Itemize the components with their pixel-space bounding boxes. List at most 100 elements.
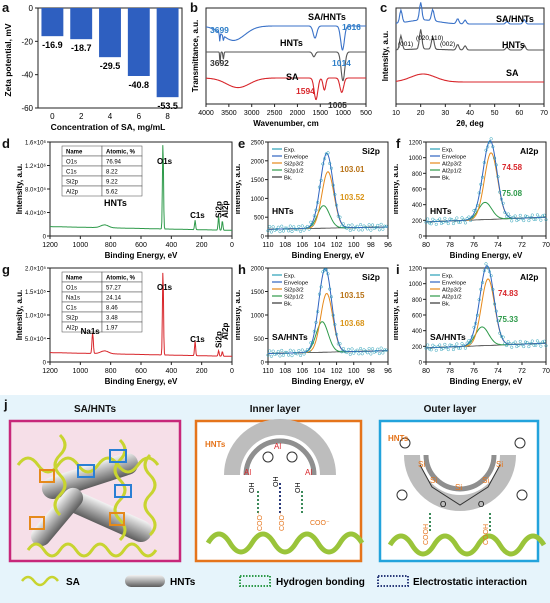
a-data-label: -18.7 (71, 43, 92, 53)
outer-layer-diagram (387, 437, 547, 557)
i-exp-point (474, 321, 478, 325)
e-exp-point (352, 227, 356, 231)
e-annotation: 103.01 (340, 165, 365, 174)
h-exp-point (331, 313, 335, 317)
g-peak-label: Na1s (81, 327, 101, 336)
i-exp-point (426, 343, 430, 347)
e-exp-point (364, 225, 368, 229)
a-xlabel: Concentration of SA, mg/mL (51, 122, 166, 132)
f-exp-point (518, 213, 522, 217)
f-exp-point (506, 212, 510, 216)
f-exp-point (505, 214, 509, 219)
g-peak-label: C1s (190, 335, 205, 344)
e-exp-point (269, 230, 273, 234)
i-exp-point (527, 345, 531, 349)
c-series-2 (395, 73, 544, 83)
f-xlabel: Binding Energy, eV (450, 251, 523, 260)
h-exp-point (299, 353, 303, 358)
h-exp-point (343, 350, 347, 354)
f-exp-point (481, 175, 485, 179)
h-legend-entry: Exp. (284, 274, 296, 280)
f-exp-point (448, 217, 452, 221)
e-xtick-label: 108 (279, 242, 291, 249)
f-exp-point (510, 219, 514, 223)
i-legend-entry: Al2p3/2 (442, 288, 462, 294)
h-exp-point (314, 320, 318, 324)
h-exp-point (374, 349, 378, 353)
f-exp-point (426, 217, 430, 221)
f-exp-point (453, 219, 457, 223)
a-bar (70, 8, 93, 40)
c-series-label: SA/HNTs (496, 14, 534, 24)
h-exp-point (364, 349, 368, 353)
h-annotation: 103.68 (340, 319, 365, 328)
i-exp-point (462, 344, 466, 348)
i-ytick-label: 400 (412, 329, 423, 335)
i-exp-point (539, 344, 543, 348)
i-exp-point (503, 341, 507, 346)
f-annotation: 74.58 (502, 163, 523, 172)
chart-i: 80 78 76 74 72 70 0 200 400 600 800 1000 1200 Binding… (394, 262, 550, 386)
i-exp-point (544, 344, 548, 348)
h-exp-point (348, 352, 352, 356)
schematic-title-sa-hnts: SA/HNTs (73, 404, 117, 415)
h-exp-point (359, 346, 363, 351)
c-xtick-label: 50 (491, 110, 499, 117)
h-exp-point (350, 347, 354, 351)
h-exp-point (372, 350, 376, 354)
h-xtick-label: 100 (348, 368, 360, 375)
f-exp-point (508, 215, 512, 219)
f-exp-point (455, 216, 459, 220)
inner-layer-diagram (205, 419, 365, 555)
b-series-2 (206, 77, 366, 101)
d-series-label: HNTs (104, 198, 127, 208)
f-exp-point (541, 214, 545, 218)
c-xtick-label: 40 (466, 110, 474, 117)
h-exp-point (347, 347, 351, 351)
f-ytick-label: 600 (412, 188, 423, 194)
d-ytick-label: 1.6×10⁶ (25, 140, 47, 147)
f-ytick-label: 800 (412, 172, 423, 178)
b-ylabel: Transmittance, a.u. (191, 20, 200, 92)
f-exp-point (433, 219, 437, 223)
f-exp-point (544, 218, 548, 222)
outer-si-1: Si (418, 460, 425, 469)
panel-letter-g: g (2, 262, 10, 277)
h-exp-point (290, 354, 294, 358)
f-legend-entry: Envelope (442, 155, 466, 161)
i-ytick-label: 1200 (409, 267, 423, 273)
e-exp-point (307, 227, 311, 231)
f-exp-point (460, 216, 464, 220)
a-data-label: -29.5 (100, 61, 121, 71)
h-exp-point (357, 352, 361, 356)
h-exp-point (273, 352, 277, 357)
g-table-text: 1.97 (106, 326, 118, 332)
d-xtick-label: 400 (165, 242, 177, 249)
h-exp-point (288, 348, 292, 352)
e-exp-point (331, 183, 335, 187)
f-xtick-label: 70 (542, 242, 550, 249)
inner-coo-1: COO⁻ (257, 511, 264, 531)
e-exp-point (314, 208, 318, 212)
f-exp-point (542, 213, 546, 217)
h-ytick-label: 500 (254, 337, 265, 343)
h-exp-point (276, 349, 280, 354)
d-table-text: C1s (66, 170, 77, 176)
h-exp-point (309, 341, 313, 345)
f-exp-point (494, 163, 498, 167)
e-exp-point (278, 230, 282, 234)
e-xtick-label: 102 (331, 242, 343, 249)
g-table-text: Si2p (66, 316, 79, 322)
b-xtick-label: 1000 (335, 110, 351, 117)
e-exp-point (319, 178, 323, 182)
f-exp-point (475, 203, 479, 207)
g-xtick-label: 1200 (42, 368, 58, 375)
g-peak-label: O1s (157, 283, 173, 292)
d-series (50, 145, 233, 231)
f-exp-point (436, 219, 440, 223)
e-exp-point (338, 215, 342, 219)
h-xtick-label: 106 (296, 368, 308, 375)
schematic-legend (21, 575, 409, 587)
f-exp-point (530, 213, 534, 217)
a-xtick-label: 8 (165, 112, 170, 121)
